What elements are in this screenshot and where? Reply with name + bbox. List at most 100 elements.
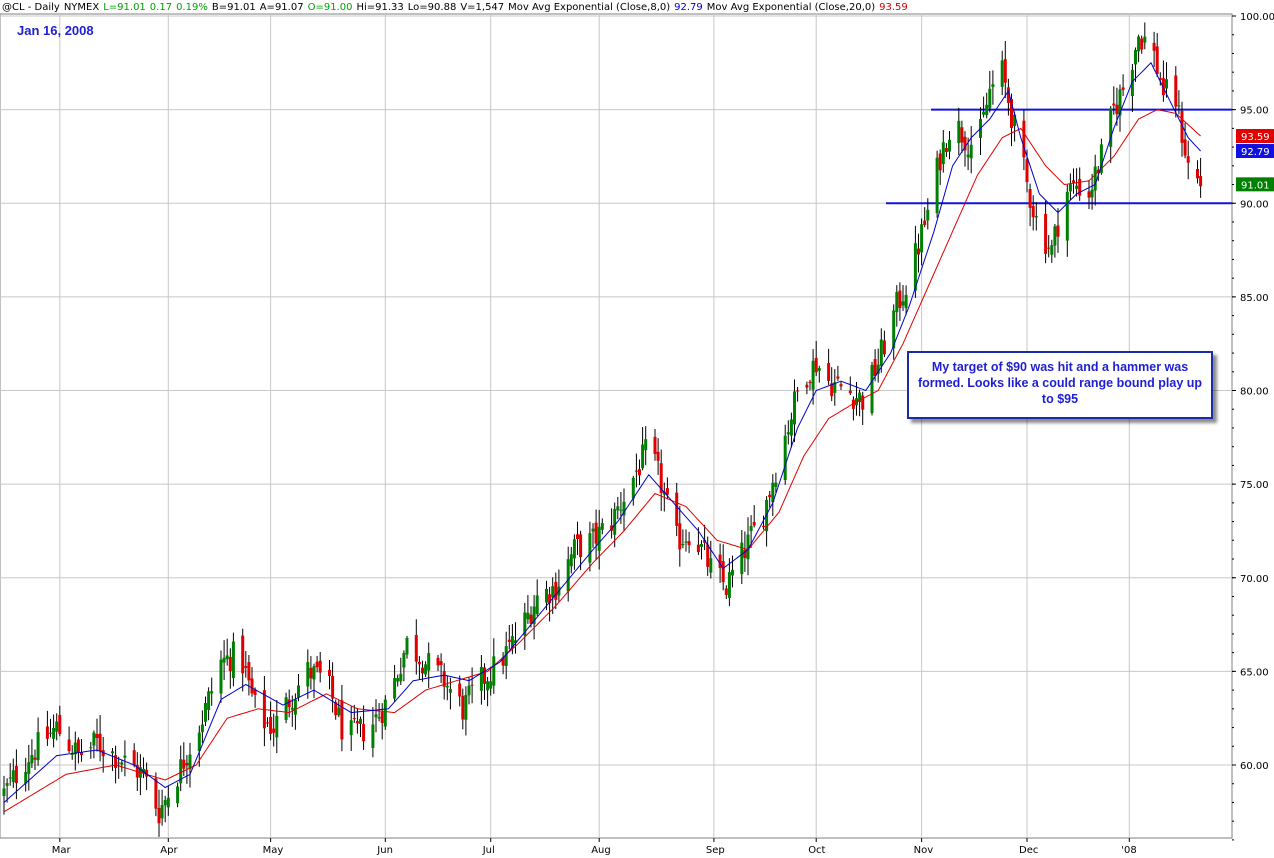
candle-body [1028,189,1032,208]
candle-body [746,534,750,560]
candle-body [402,653,406,668]
candle-body [222,657,226,663]
candle-body [27,762,31,774]
candle-body [352,718,356,720]
annotation-box: My target of $90 was hit and a hammer wa… [907,351,1213,419]
moving-averages [3,61,1201,813]
candle-body [297,685,300,698]
candle-body [731,569,734,576]
candle-body [675,492,679,526]
candle-body [991,84,995,87]
candle-body [1093,166,1097,191]
x-tick-label: Sep [706,845,725,856]
candle-body [405,637,409,655]
candle-body [2,788,6,797]
candle-body [269,716,273,734]
candle-body [641,444,645,469]
candle-body [349,720,353,736]
candle-body [11,770,15,783]
candle-body [548,594,552,604]
x-tick-label: Jul [482,845,495,856]
ema20-value: 93.59 [879,2,908,13]
candle-body [5,783,9,786]
candle-body [523,612,527,636]
price-badge [1236,144,1274,159]
candle-body [917,248,920,255]
candle-body [67,739,71,752]
candle-body [1183,139,1187,156]
candle-body [244,666,248,668]
candle-body [848,390,852,394]
candle-body [1174,75,1178,107]
candle-body [80,752,83,755]
candle-body [579,534,583,558]
candle-body [188,754,192,770]
candle-body [1050,245,1054,255]
candle-body [529,614,533,624]
candle-body [318,660,322,673]
candle-body [982,111,986,115]
candle-body [98,733,102,752]
candle-body [1165,79,1168,89]
candle-body [197,732,201,752]
candle-body [160,805,164,819]
candle-body [920,224,924,253]
candle-body [114,755,118,768]
candle-body [554,581,558,600]
candle-body [532,606,536,625]
candle-body [619,509,623,511]
candle-body [817,368,821,371]
candle-body [1177,105,1181,107]
candle-body [30,754,34,764]
candle-body [1000,60,1004,87]
candle-body [374,714,378,718]
candle-body [421,667,424,674]
candle-body [535,595,539,615]
candle-body [1137,36,1141,52]
candle-body [111,751,114,754]
candle-body [492,656,496,686]
candle-body [836,376,840,379]
candle-body [833,382,837,393]
candle-body [796,390,800,392]
candle-body [898,290,902,309]
candle-body [827,362,831,381]
candle-body [700,543,703,547]
candle-body [377,717,381,719]
chart-header: @CL - Daily NYMEX L=91.01 0.17 0.19% B=91.01 A… [2,1,912,15]
price-badge [1236,129,1274,144]
candle-body [789,419,793,436]
candle-body [588,533,592,563]
candle-body [510,636,514,649]
candle-body [656,451,660,461]
ema8-value: 92.79 [674,2,703,13]
candle-body [1010,99,1013,128]
candle-body [1143,36,1147,43]
candle-body [1134,49,1137,65]
candle-body [1022,120,1026,158]
candle-body [253,689,257,695]
candle-body [1075,185,1079,189]
candle-body [76,739,80,753]
candle-body [551,586,555,598]
candle-body [501,657,505,666]
candle-body [117,762,121,764]
candle-body [1161,78,1165,96]
candle-body [145,769,149,777]
candle-body [923,220,927,226]
candle-body [566,559,570,592]
candle-body [1053,226,1057,246]
candle-body [631,477,635,499]
x-tick-label: Apr [160,845,178,856]
candle-body [749,525,753,532]
candle-body [957,120,961,144]
candle-body [892,310,896,349]
candle-body [684,541,688,543]
candle-body [703,539,707,543]
candle-body [696,544,700,553]
candle-body [1118,89,1122,116]
candle-body [182,759,186,769]
candle-body [786,432,790,435]
x-tick-label: Aug [591,845,611,856]
candle-body [470,684,474,686]
